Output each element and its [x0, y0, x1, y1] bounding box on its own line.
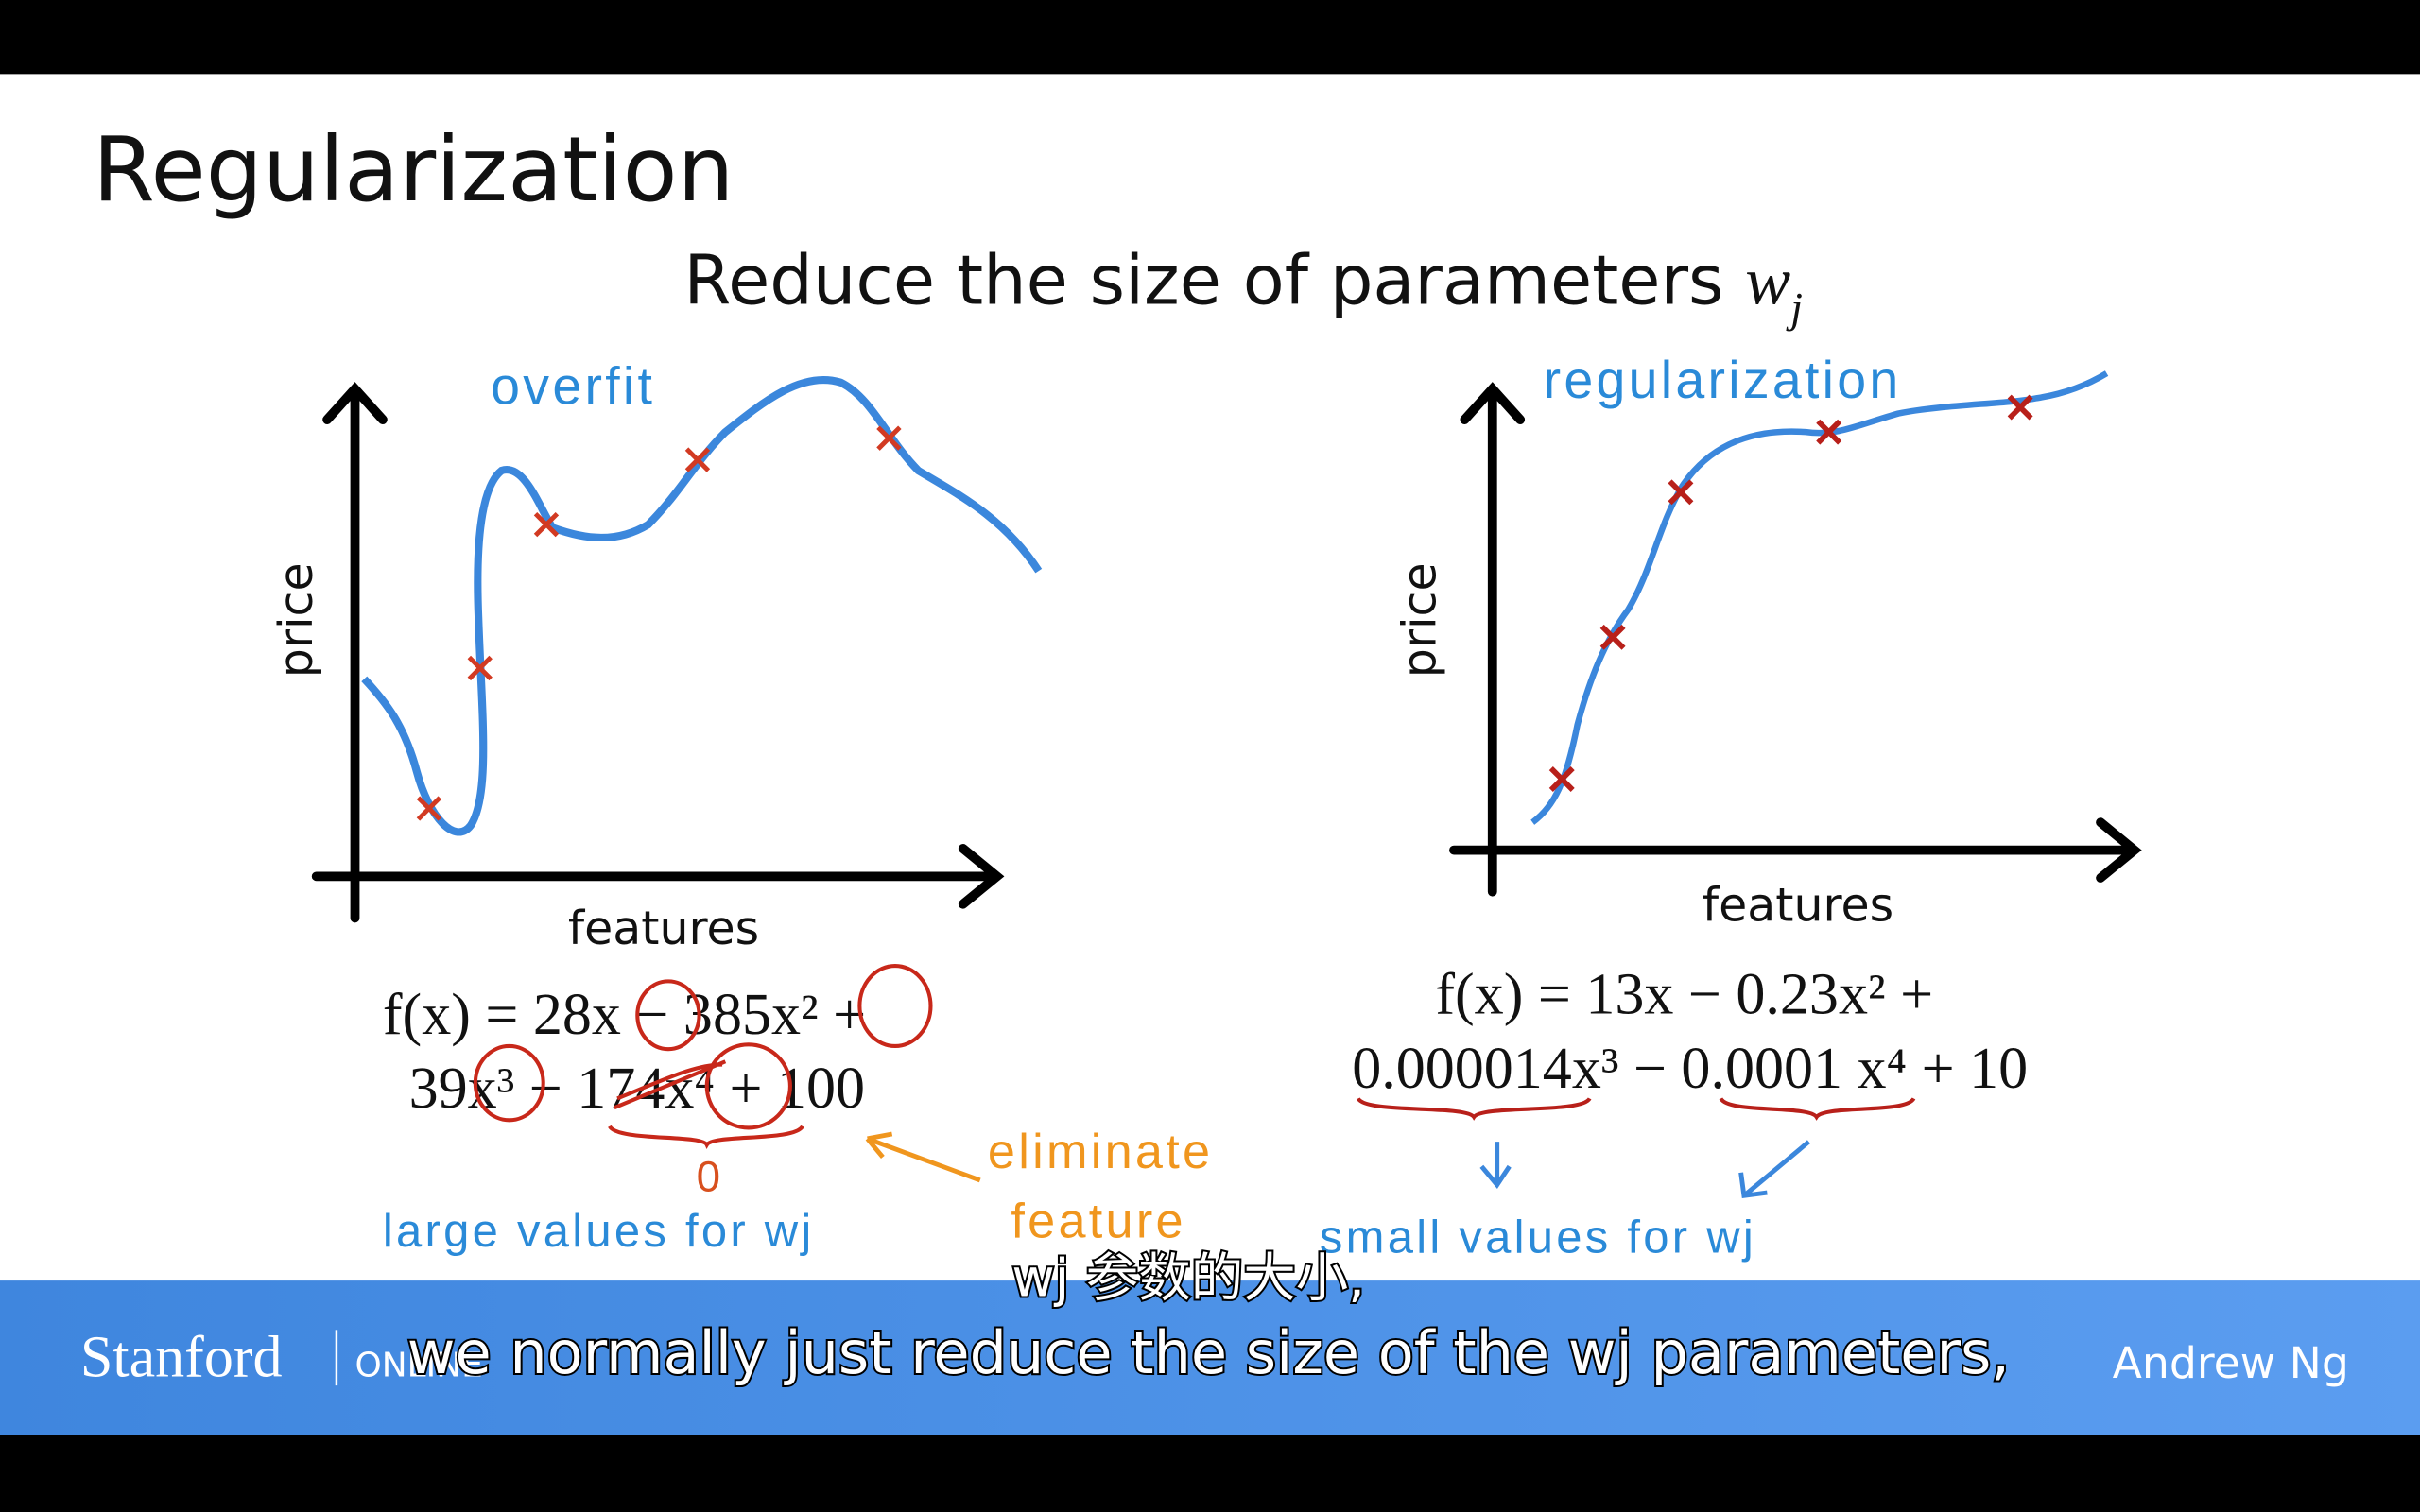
footer-band [0, 1280, 2420, 1435]
overfit-label: overfit [491, 357, 655, 416]
brand-sub: ONLINE [355, 1346, 483, 1384]
instructor: Andrew Ng [2113, 1338, 2349, 1388]
regularized-curve [1530, 370, 2109, 825]
point [1548, 766, 1575, 792]
y-axis [1460, 382, 1526, 897]
point [684, 447, 711, 472]
eliminate-note: feature [1011, 1194, 1185, 1248]
equation-line: 0.000014x³ − 0.0001 x⁴ + 10 [1352, 1037, 2028, 1101]
equation-line: f(x) = 28x − 385x² + [383, 983, 866, 1047]
regularization-label: regularization [1544, 351, 1902, 409]
y-label: price [1392, 562, 1446, 678]
x-axis [311, 844, 1005, 909]
zero-note: 0 [697, 1152, 724, 1200]
slide [0, 74, 2420, 1284]
point [1668, 479, 1694, 506]
point [467, 655, 493, 681]
left-data-points [416, 425, 902, 821]
underbraces [1356, 1096, 1916, 1121]
blue-arrows [1479, 1140, 1811, 1199]
subtitle-text: Reduce the size of parameters [683, 241, 1723, 320]
arrow [865, 1131, 981, 1183]
left-axes [311, 382, 1005, 923]
brand: Stanford [80, 1325, 283, 1389]
subtitle-subscript: j [1786, 284, 1803, 332]
point [2007, 394, 2033, 421]
term-marks [473, 964, 933, 1149]
point [1599, 624, 1626, 650]
right-axes [1449, 382, 2142, 897]
large-values-note: large values for wj [383, 1206, 815, 1257]
x-axis [1449, 817, 2142, 883]
x-label: features [1703, 879, 1893, 933]
point [876, 425, 902, 451]
point [1816, 419, 1842, 445]
right-data-points [1548, 394, 2033, 792]
subtitle: Reduce the size of parameters wj [683, 241, 1802, 333]
point [533, 511, 560, 538]
x-label: features [568, 902, 759, 955]
caption: we normally just reduce the size of the … [407, 1318, 2010, 1387]
eliminate-note: eliminate [988, 1125, 1213, 1179]
point [416, 796, 442, 821]
caption-translation: wj 参数的大小, [1011, 1247, 1365, 1309]
slide-title: Regularization [93, 118, 735, 222]
small-values-note: small values for wj [1320, 1212, 1756, 1263]
y-label: price [269, 562, 323, 678]
subtitle-symbol: w [1745, 244, 1790, 319]
y-axis [322, 382, 388, 923]
equation-line: f(x) = 13x − 0.23x² + [1435, 963, 1933, 1027]
